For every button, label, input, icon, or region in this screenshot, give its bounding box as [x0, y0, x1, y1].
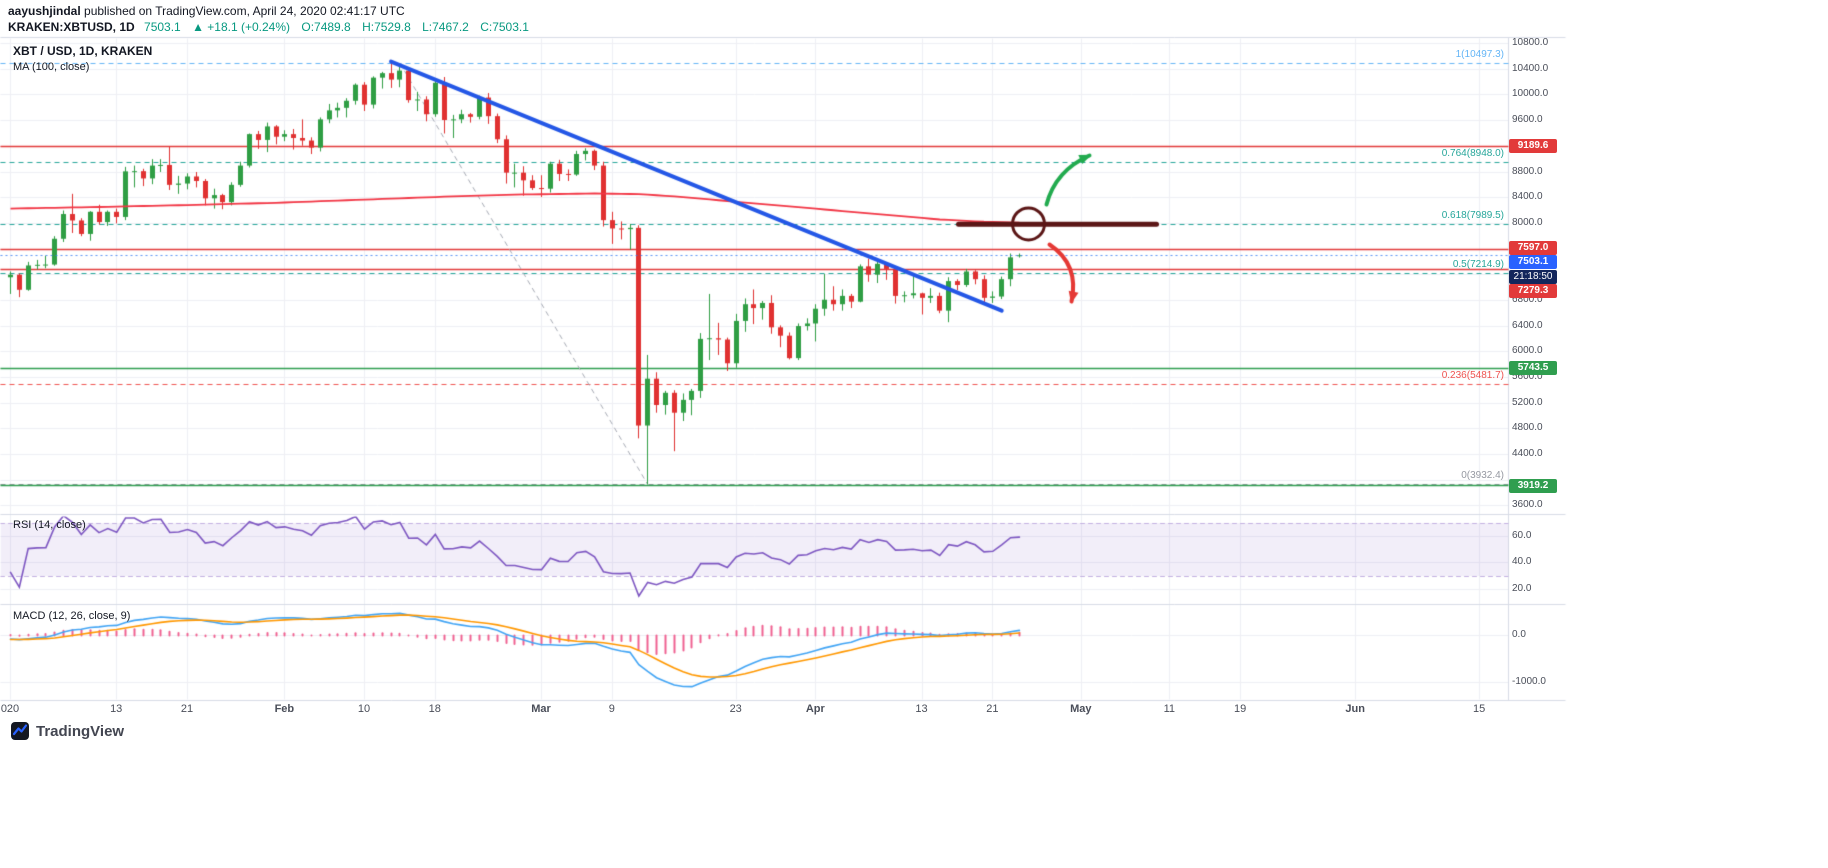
price-tick-label: 9600.0 [1512, 114, 1543, 126]
time-tick-label: 13 [915, 703, 928, 715]
price-flag: 7503.1 [1509, 255, 1557, 269]
time-tick-label: 21 [986, 703, 999, 715]
symbol-info-bar: KRAKEN:XBTUSD, 1D 7503.1 ▲ +18.1 (+0.24%… [8, 20, 537, 34]
tradingview-logo[interactable]: TradingView [10, 721, 124, 741]
time-tick-label: 9 [608, 703, 615, 715]
time-tick-label: 18 [428, 703, 441, 715]
price-tick-label: 5200.0 [1512, 396, 1543, 408]
open-value: O:7489.8 [301, 20, 351, 34]
price-flag: 7279.3 [1509, 284, 1557, 298]
macd-tick-label: 0.0 [1512, 628, 1526, 640]
price-tick-label: 6000.0 [1512, 345, 1543, 357]
time-tick-label: May [1070, 703, 1092, 715]
symbol-name: KRAKEN:XBTUSD, 1D [8, 20, 135, 34]
price-tick-label: 8000.0 [1512, 216, 1543, 228]
price-tick-label: 5600.0 [1512, 370, 1543, 382]
time-tick-label: Feb [274, 703, 295, 715]
time-tick-label: Jun [1345, 703, 1365, 715]
fib-label: 0.236(5481.7) [1441, 370, 1504, 382]
time-tick-label: 15 [1472, 703, 1486, 715]
price-tick-label: 10400.0 [1512, 62, 1549, 74]
fib-label: 0.618(7989.5) [1441, 209, 1504, 221]
price-flag: 3919.2 [1509, 479, 1557, 493]
price-flag: 9189.6 [1509, 139, 1557, 153]
byline-text: published on TradingView.com, April 24, … [80, 4, 405, 18]
time-tick-label: 23 [729, 703, 742, 715]
price-tick-label: 6800.0 [1512, 293, 1543, 305]
fib-label: 1(10497.3) [1455, 48, 1504, 60]
price-tick-label: 6400.0 [1512, 319, 1543, 331]
time-tick-label: Apr [805, 703, 825, 715]
price-tick-label: 10000.0 [1512, 88, 1549, 100]
price-change: ▲ +18.1 (+0.24%) [192, 20, 291, 34]
price-flag: 7597.0 [1509, 241, 1557, 255]
bar-countdown-flag: 21:18:50 [1509, 270, 1557, 284]
rsi-tick-label: 60.0 [1512, 529, 1532, 541]
price-tick-label: 4800.0 [1512, 422, 1543, 434]
macd-tick-label: -1000.0 [1512, 675, 1546, 687]
time-tick-label: 21 [180, 703, 194, 715]
time-tick-label: 10 [357, 703, 371, 715]
fib-label: 0(3932.4) [1461, 469, 1504, 481]
time-tick-label: 19 [1234, 703, 1247, 715]
tradingview-logo-icon [11, 722, 29, 740]
tradingview-logo-text: TradingView [36, 722, 125, 740]
price-tick-label: 8800.0 [1512, 165, 1543, 177]
time-tick-label: 11 [1163, 703, 1176, 715]
time-tick-label: Mar [531, 703, 551, 715]
fib-label: 0.5(7214.9) [1452, 259, 1504, 271]
main-pane-title: XBT / USD, 1D, KRAKEN [13, 44, 153, 58]
high-value: H:7529.8 [362, 20, 411, 34]
price-tick-label: 4400.0 [1512, 447, 1543, 459]
rsi-tick-label: 40.0 [1512, 556, 1532, 568]
close-value: C:7503.1 [480, 20, 529, 34]
time-tick-label: 020 [0, 703, 20, 715]
price-tick-label: 3600.0 [1512, 499, 1543, 511]
macd-pane-title: MACD (12, 26, close, 9) [13, 610, 131, 622]
time-tick-label: 13 [110, 703, 123, 715]
price-tick-label: 10800.0 [1512, 37, 1549, 49]
byline: aayushjindal published on TradingView.co… [8, 4, 405, 18]
ma-indicator-label: MA (100, close) [13, 61, 90, 73]
rsi-pane-title: RSI (14, close) [13, 519, 86, 531]
price-tick-label: 8400.0 [1512, 191, 1543, 203]
last-price: 7503.1 [144, 20, 181, 34]
fib-label: 0.764(8948.0) [1441, 148, 1504, 159]
low-value: L:7467.2 [422, 20, 469, 34]
price-flag: 5743.5 [1509, 361, 1557, 375]
rsi-tick-label: 20.0 [1512, 582, 1532, 594]
author-name: aayushjindal [8, 4, 81, 18]
